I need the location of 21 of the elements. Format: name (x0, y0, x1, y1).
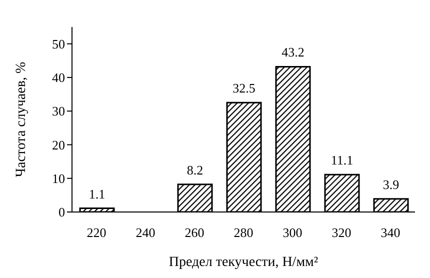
x-axis-title: Предел текучести, Н/мм² (168, 255, 318, 270)
y-tick-label: 20 (52, 137, 65, 152)
y-tick-label: 30 (52, 104, 65, 119)
y-tick-label: 40 (52, 70, 65, 86)
data-label: 1.1 (88, 186, 106, 202)
y-axis-title: Частота случаев, % (14, 62, 29, 178)
y-tick-label: 50 (52, 36, 65, 52)
y-tick-label: 0 (58, 204, 65, 220)
x-tick-label: 260 (184, 225, 204, 240)
x-tick-label: 300 (282, 225, 302, 240)
y-tick-label: 10 (52, 170, 65, 186)
data-label: 11.1 (330, 152, 354, 168)
x-tick-label: 320 (332, 225, 352, 240)
x-tick-label: 280 (234, 225, 254, 240)
x-tick-label: 240 (136, 225, 156, 240)
data-label: 3.9 (382, 176, 400, 192)
x-tick-label: 220 (86, 225, 106, 240)
data-label: 43.2 (282, 44, 304, 60)
data-label: 8.2 (186, 162, 204, 178)
x-tick-label: 340 (380, 225, 400, 240)
data-label: 32.5 (232, 80, 256, 96)
